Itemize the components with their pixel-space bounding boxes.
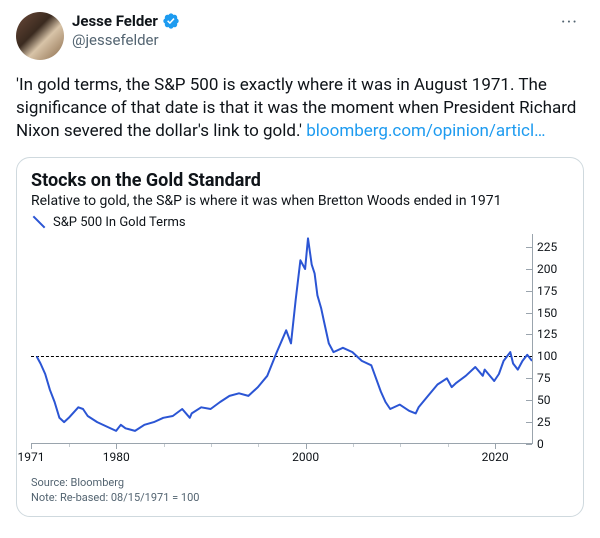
chart-note: Note: Re-based: 08/15/1971 = 100: [31, 491, 569, 506]
xtick-label: 2000: [292, 450, 319, 464]
ytick-label: 200: [537, 262, 557, 276]
chart-footer: Source: Bloomberg Note: Re-based: 08/15/…: [31, 476, 569, 506]
legend-label: S&P 500 In Gold Terms: [53, 215, 186, 230]
xtick-minor: [164, 444, 165, 447]
xtick-mark: [495, 444, 496, 449]
chart-area: 0255075100125150175200225: [31, 234, 569, 444]
series-line: [31, 234, 532, 444]
author-name-row[interactable]: Jesse Felder: [72, 12, 547, 31]
chart-source: Source: Bloomberg: [31, 476, 569, 491]
ytick-label: 25: [537, 415, 551, 429]
ytick-label: 50: [537, 393, 551, 407]
xtick-label: 1980: [103, 450, 130, 464]
xtick-mark: [306, 444, 307, 449]
ytick-label: 150: [537, 306, 557, 320]
xtick-label: 2020: [482, 450, 509, 464]
ytick-label: 75: [537, 371, 551, 385]
x-axis: 1971198020002020: [31, 444, 533, 468]
ytick-label: 100: [537, 349, 557, 363]
xtick-label: 1971: [18, 450, 45, 464]
xtick-minor: [400, 444, 401, 447]
y-axis: 0255075100125150175200225: [533, 234, 569, 444]
xtick-mark: [31, 444, 32, 449]
ytick-label: 125: [537, 327, 557, 341]
xtick-minor: [448, 444, 449, 447]
more-icon[interactable]: ···: [555, 12, 584, 33]
legend-swatch-icon: [33, 216, 46, 229]
ytick-label: 225: [537, 240, 557, 254]
xtick-minor: [258, 444, 259, 447]
tweet-text: 'In gold terms, the S&P 500 is exactly w…: [16, 74, 584, 143]
chart-title: Stocks on the Gold Standard: [31, 170, 569, 191]
xtick-minor: [69, 444, 70, 447]
ytick-label: 0: [537, 437, 544, 451]
xtick-minor: [353, 444, 354, 447]
chart-legend: S&P 500 In Gold Terms: [31, 215, 569, 230]
chart-subtitle: Relative to gold, the S&P is where it wa…: [31, 193, 569, 209]
display-name: Jesse Felder: [72, 12, 158, 31]
tweet-link[interactable]: bloomberg.com/opinion/articl…: [306, 121, 545, 141]
handle[interactable]: @jessefelder: [72, 31, 547, 50]
ytick-label: 175: [537, 284, 557, 298]
xtick-mark: [116, 444, 117, 449]
verified-badge-icon: [162, 12, 180, 30]
author-block: Jesse Felder @jessefelder: [72, 12, 547, 50]
chart-plot: [31, 234, 533, 444]
chart-card: Stocks on the Gold Standard Relative to …: [16, 157, 584, 517]
avatar[interactable]: [16, 12, 64, 60]
xtick-minor: [211, 444, 212, 447]
tweet-container: Jesse Felder @jessefelder ··· 'In gold t…: [0, 0, 600, 529]
tweet-header: Jesse Felder @jessefelder ···: [16, 12, 584, 60]
